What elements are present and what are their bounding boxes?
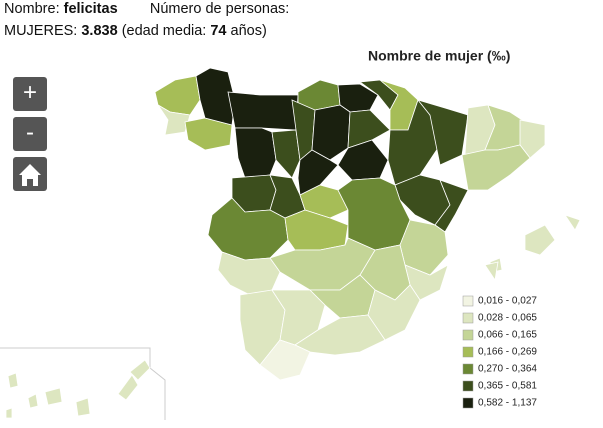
province — [347, 109, 391, 149]
name-label: Nombre: — [4, 1, 60, 17]
legend-swatch — [462, 397, 474, 409]
province — [75, 397, 91, 417]
province — [297, 149, 339, 196]
age-close: años) — [230, 23, 267, 39]
legend-swatch — [462, 363, 474, 375]
name-value: felicitas — [63, 1, 118, 17]
provinces — [154, 67, 581, 381]
legend-label: 0,582 - 1,137 — [478, 398, 537, 409]
age-open: (edad media: — [121, 23, 207, 39]
legend: 0,016 - 0,027 0,028 - 0,065 0,066 - 0,165 0… — [462, 295, 537, 409]
name-line: Nombre: felicitas Número de personas: — [4, 1, 289, 17]
province — [7, 372, 19, 389]
legend-label: 0,166 - 0,269 — [478, 347, 537, 358]
women-value: 3.838 — [81, 23, 118, 39]
province — [524, 224, 556, 256]
women-line: MUJERES: 3.838 (edad media: 74 años) — [4, 23, 267, 39]
province — [484, 261, 499, 282]
province — [5, 407, 13, 419]
province — [564, 214, 581, 231]
legend-swatch — [462, 346, 474, 358]
legend-swatch — [462, 329, 474, 341]
province — [284, 209, 349, 251]
province — [519, 119, 546, 159]
zoom-out-button[interactable]: - — [13, 117, 47, 151]
legend-swatch — [462, 312, 474, 324]
legend-label: 0,365 - 0,581 — [478, 381, 537, 392]
province — [129, 359, 151, 381]
legend-label: 0,028 - 0,065 — [478, 313, 537, 324]
province — [157, 104, 191, 136]
province — [227, 91, 299, 131]
home-icon[interactable] — [19, 164, 41, 186]
province — [271, 129, 301, 179]
province — [269, 237, 376, 291]
age-value: 74 — [210, 23, 227, 39]
province — [234, 127, 277, 179]
legend-label: 0,016 - 0,027 — [478, 296, 537, 307]
province — [117, 374, 139, 401]
province — [44, 387, 63, 406]
women-label: MUJERES: — [4, 23, 78, 39]
province — [461, 144, 531, 191]
province — [27, 393, 39, 409]
province — [311, 104, 351, 161]
count-label: Número de personas: — [149, 1, 290, 17]
home-button[interactable] — [13, 157, 47, 191]
zoom-in-button[interactable]: + — [13, 77, 47, 111]
province — [259, 339, 311, 381]
legend-title: Nombre de mujer (‰) — [368, 48, 510, 64]
legend-label: 0,066 - 0,165 — [478, 330, 537, 341]
legend-swatch — [462, 295, 474, 307]
legend-label: 0,270 - 0,364 — [478, 364, 537, 375]
canary-islands — [0, 347, 166, 420]
legend-swatch — [462, 380, 474, 392]
